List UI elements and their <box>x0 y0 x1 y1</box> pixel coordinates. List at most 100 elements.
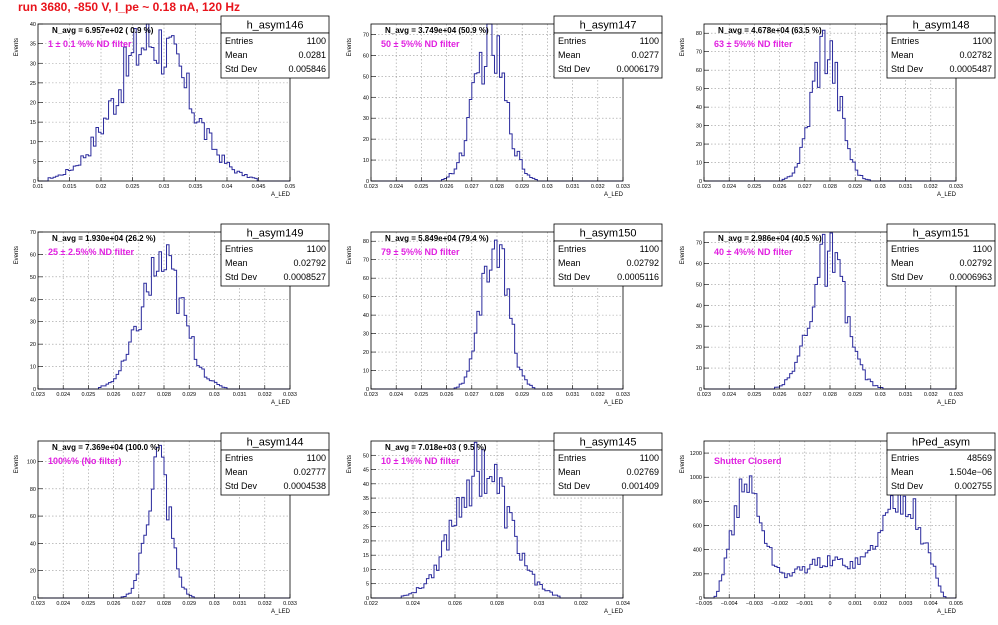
x-tick-label: 0.026 <box>107 601 121 607</box>
y-tick-label: 0 <box>366 596 369 602</box>
stats-value: 1100 <box>640 36 659 46</box>
stats-value: 0.02782 <box>959 50 992 60</box>
stats-label: Std Dev <box>558 272 591 282</box>
x-tick-label: 0.027 <box>465 392 479 398</box>
x-tick-label: 0.031 <box>899 184 913 190</box>
x-tick-label: 0.03 <box>209 392 220 398</box>
stats-label: Mean <box>558 258 581 268</box>
histogram-panel-h_asym148: 0.023 0.024 0.025 0.026 0.027 0.028 0.029 0.03 0… <box>666 0 998 208</box>
x-tick-label: 0.03 <box>875 184 886 190</box>
x-tick-label: 0.028 <box>490 184 504 190</box>
y-tick-label: 40 <box>30 297 36 303</box>
y-tick-label: 70 <box>696 50 702 56</box>
stats-box <box>886 449 996 496</box>
x-tick-label: 0.025 <box>748 392 762 398</box>
y-tick-label: 30 <box>363 116 369 122</box>
y-tick-label: 20 <box>696 142 702 148</box>
histogram-svg: 0.023 0.024 0.025 0.026 0.027 0.028 0.029 0.03 0… <box>14 223 330 406</box>
y-tick-label: 30 <box>30 61 36 67</box>
x-tick-label: 0.026 <box>107 392 121 398</box>
y-tick-label: 1000 <box>690 475 702 481</box>
y-tick-label: 0 <box>33 387 36 393</box>
y-tick-label: 20 <box>30 342 36 348</box>
histogram-svg: 0.023 0.024 0.025 0.026 0.027 0.028 0.029 0.03 0… <box>680 15 996 198</box>
x-tick-label: 0.029 <box>515 184 529 190</box>
histogram-line <box>371 441 623 599</box>
y-tick-label: 20 <box>30 569 36 575</box>
y-tick-label: 20 <box>363 137 369 143</box>
histogram-line <box>38 244 290 390</box>
stats-value: 0.0004538 <box>283 481 326 491</box>
stats-value: 1100 <box>307 453 326 463</box>
x-tick-label: 0.023 <box>364 184 378 190</box>
x-tick-label: −0.003 <box>746 601 763 607</box>
y-tick-label: 35 <box>363 496 369 502</box>
x-tick-label: 0.027 <box>465 184 479 190</box>
y-tick-label: 20 <box>696 345 702 351</box>
histogram-svg: 0.022 0.024 0.026 0.028 0.03 0.032 0.034 0 5 10 15… <box>347 432 663 615</box>
x-tick-label: 0.027 <box>132 392 146 398</box>
y-tick-label: 40 <box>30 541 36 547</box>
x-tick-label: 0.004 <box>924 601 938 607</box>
y-tick-label: 40 <box>696 303 702 309</box>
y-tick-label: 0 <box>699 179 702 185</box>
x-tick-label: 0.025 <box>126 184 140 190</box>
stats-label: Std Dev <box>225 272 258 282</box>
stats-value: 1100 <box>640 244 659 254</box>
x-tick-label: 0.04 <box>222 184 233 190</box>
x-tick-label: 0.027 <box>132 601 146 607</box>
x-tick-label: 0.027 <box>798 184 812 190</box>
y-tick-label: 30 <box>363 510 369 516</box>
stats-value: 0.02769 <box>626 467 659 477</box>
y-tick-label: 70 <box>696 240 702 246</box>
y-tick-label: 70 <box>30 230 36 236</box>
histogram-name: h_asym149 <box>247 228 304 240</box>
stats-label: Entries <box>891 453 920 463</box>
x-tick-label: 0.03 <box>534 601 545 607</box>
stats-label: Entries <box>558 36 587 46</box>
y-tick-label: 60 <box>696 261 702 267</box>
histogram-name: h_asym148 <box>913 20 970 32</box>
y-tick-label: 30 <box>363 332 369 338</box>
histogram-panel-hPed_asym: −0.005 −0.004 −0.003 −0.002 −0.001 0 0.001 0.00… <box>666 417 998 625</box>
stats-label: Mean <box>225 258 248 268</box>
x-tick-label: 0.028 <box>157 392 171 398</box>
y-tick-label: 80 <box>696 31 702 37</box>
stats-label: Mean <box>558 50 581 60</box>
stats-label: Mean <box>891 50 914 60</box>
y-tick-label: 60 <box>30 514 36 520</box>
y-tick-label: 80 <box>363 239 369 245</box>
histogram-name: h_asym145 <box>580 437 637 449</box>
x-tick-label: 0.022 <box>364 601 378 607</box>
x-axis-title: A_LED <box>937 609 957 615</box>
y-tick-label: 0 <box>366 179 369 185</box>
stats-label: Entries <box>558 244 587 254</box>
x-tick-label: 0.024 <box>406 601 420 607</box>
x-tick-label: 0.026 <box>440 392 454 398</box>
x-tick-label: −0.004 <box>721 601 738 607</box>
x-tick-label: 0.029 <box>182 392 196 398</box>
y-tick-label: 50 <box>696 87 702 93</box>
n-avg-label: N_avg = 7.018e+03 ( 9.5 %) <box>385 443 487 452</box>
stats-box <box>553 32 663 79</box>
x-tick-label: 0.029 <box>515 392 529 398</box>
x-tick-label: 0.03 <box>875 392 886 398</box>
x-tick-label: 0.03 <box>159 184 170 190</box>
histogram-svg: 0.01 0.015 0.02 0.025 0.03 0.035 0.04 0.045 0.05… <box>14 15 330 198</box>
stats-label: Entries <box>225 36 254 46</box>
y-tick-label: 0 <box>33 179 36 185</box>
x-axis-title: A_LED <box>271 609 291 615</box>
y-tick-label: 400 <box>693 548 702 554</box>
x-tick-label: 0.025 <box>82 601 96 607</box>
y-tick-label: 40 <box>363 482 369 488</box>
x-tick-label: 0.03 <box>542 392 553 398</box>
y-tick-label: 60 <box>30 252 36 258</box>
filter-label: 25 ± 2.5%% ND filter <box>48 247 134 257</box>
stats-value: 48569 <box>967 453 992 463</box>
filter-label: 50 ± 5%% ND filter <box>381 39 460 49</box>
x-tick-label: 0.023 <box>31 392 45 398</box>
y-tick-label: 20 <box>363 539 369 545</box>
stats-box <box>220 449 330 496</box>
n-avg-label: N_avg = 4.678e+04 (63.5 %) <box>718 26 822 35</box>
x-tick-label: 0.033 <box>616 392 630 398</box>
